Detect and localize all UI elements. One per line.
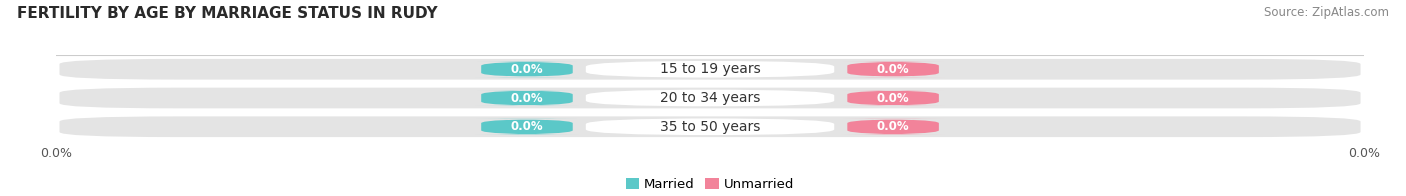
FancyBboxPatch shape [475, 90, 579, 106]
Text: 0.0%: 0.0% [510, 120, 543, 133]
FancyBboxPatch shape [59, 59, 1361, 80]
Text: FERTILITY BY AGE BY MARRIAGE STATUS IN RUDY: FERTILITY BY AGE BY MARRIAGE STATUS IN R… [17, 6, 437, 21]
Text: 0.0%: 0.0% [877, 63, 910, 76]
Text: Source: ZipAtlas.com: Source: ZipAtlas.com [1264, 6, 1389, 19]
FancyBboxPatch shape [475, 119, 579, 135]
Text: 0.0%: 0.0% [877, 92, 910, 104]
FancyBboxPatch shape [841, 90, 945, 106]
Legend: Married, Unmarried: Married, Unmarried [620, 173, 800, 196]
FancyBboxPatch shape [586, 90, 834, 106]
Text: 0.0%: 0.0% [510, 92, 543, 104]
Text: 15 to 19 years: 15 to 19 years [659, 62, 761, 76]
FancyBboxPatch shape [841, 61, 945, 77]
Text: 0.0%: 0.0% [510, 63, 543, 76]
Text: 35 to 50 years: 35 to 50 years [659, 120, 761, 134]
Text: 0.0%: 0.0% [877, 120, 910, 133]
FancyBboxPatch shape [475, 61, 579, 77]
FancyBboxPatch shape [841, 119, 945, 135]
Text: 20 to 34 years: 20 to 34 years [659, 91, 761, 105]
FancyBboxPatch shape [59, 88, 1361, 108]
FancyBboxPatch shape [586, 61, 834, 78]
FancyBboxPatch shape [586, 118, 834, 135]
FancyBboxPatch shape [59, 116, 1361, 137]
